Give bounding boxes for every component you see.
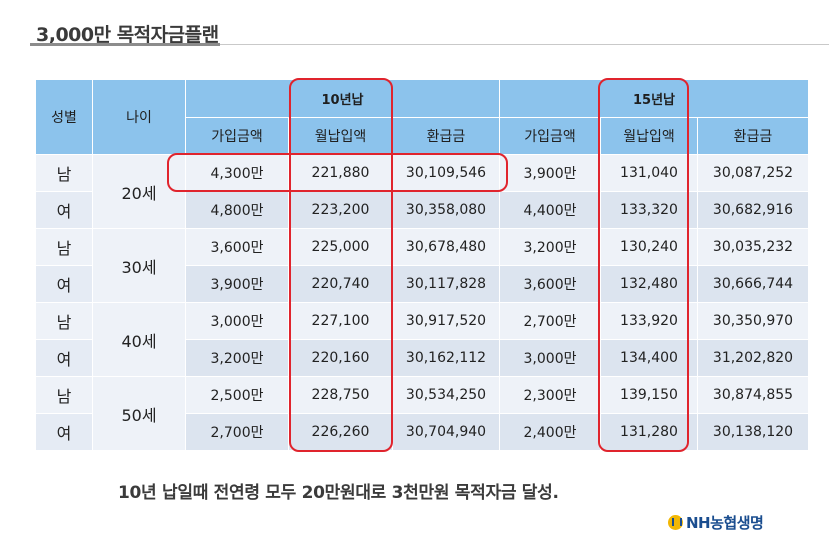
gender-cell: 여 [35, 413, 93, 451]
gender-cell: 여 [35, 191, 93, 229]
company-logo: NH농협생명 [668, 512, 764, 533]
table-cell: 3,000만 [499, 339, 601, 377]
table-cell: 139,150 [600, 376, 698, 414]
table-cell: 225,000 [288, 228, 393, 266]
table-row: 남 20세 4,300만 221,880 30,109,546 3,900만 1… [35, 154, 809, 229]
table-cell: 30,917,520 [392, 302, 500, 340]
table-cell: 227,100 [288, 302, 393, 340]
table-row: 여 4,800만 223,200 30,358,080 4,400만 133,3… [35, 191, 809, 229]
header-age: 나이 [92, 79, 186, 155]
table-cell: 223,200 [288, 191, 393, 229]
age-cell: 20세 [92, 154, 186, 229]
table-cell: 134,400 [600, 339, 698, 377]
table-cell: 220,740 [288, 265, 393, 303]
title-rule [30, 44, 829, 45]
gender-cell: 남 [35, 154, 93, 192]
table-cell: 133,920 [600, 302, 698, 340]
table-cell: 30,358,080 [392, 191, 500, 229]
table-cell: 3,900만 [185, 265, 289, 303]
table-row: 남 30세 3,600만 225,000 30,678,480 3,200만 1… [35, 228, 809, 303]
table-cell: 30,138,120 [697, 413, 809, 451]
header-enroll-amount: 가입금액 [499, 117, 601, 155]
header-refund: 환급금 [392, 117, 500, 155]
premium-table: 성별 나이 10년납 15년납 가입금액 월납입액 환급금 가입금액 월납입액 … [35, 79, 809, 451]
nh-logo-icon [668, 515, 683, 530]
table-cell: 30,874,855 [697, 376, 809, 414]
header-gender: 성별 [35, 79, 93, 155]
age-cell: 40세 [92, 302, 186, 377]
gender-cell: 여 [35, 265, 93, 303]
table-cell: 31,202,820 [697, 339, 809, 377]
table-row: 여 3,200만 220,160 30,162,112 3,000만 134,4… [35, 339, 809, 377]
table-cell: 131,280 [600, 413, 698, 451]
table-cell: 30,109,546 [392, 154, 500, 192]
table-row: 여 2,700만 226,260 30,704,940 2,400만 131,2… [35, 413, 809, 451]
table-cell: 30,666,744 [697, 265, 809, 303]
table-cell: 3,600만 [185, 228, 289, 266]
gender-cell: 남 [35, 228, 93, 266]
gender-cell: 남 [35, 376, 93, 414]
age-cell: 50세 [92, 376, 186, 451]
table-cell: 132,480 [600, 265, 698, 303]
table-cell: 2,400만 [499, 413, 601, 451]
table-cell: 4,400만 [499, 191, 601, 229]
table-cell: 3,200만 [185, 339, 289, 377]
table-cell: 4,300만 [185, 154, 289, 192]
header-refund: 환급금 [697, 117, 809, 155]
age-cell: 30세 [92, 228, 186, 303]
table-cell: 30,162,112 [392, 339, 500, 377]
table-cell: 30,682,916 [697, 191, 809, 229]
gender-cell: 여 [35, 339, 93, 377]
table-cell: 2,500만 [185, 376, 289, 414]
gender-cell: 남 [35, 302, 93, 340]
table-row: 남 40세 3,000만 227,100 30,917,520 2,700만 1… [35, 302, 809, 377]
table-row: 여 3,900만 220,740 30,117,828 3,600만 132,4… [35, 265, 809, 303]
table-cell: 30,704,940 [392, 413, 500, 451]
table-cell: 3,600만 [499, 265, 601, 303]
header-monthly-payment: 월납입액 [288, 117, 393, 155]
table-cell: 30,087,252 [697, 154, 809, 192]
summary-text: 10년 납일때 전연령 모두 20만원대로 3천만원 목적자금 달성. [118, 483, 559, 503]
table-cell: 133,320 [600, 191, 698, 229]
table-cell: 3,900만 [499, 154, 601, 192]
table-cell: 4,800만 [185, 191, 289, 229]
page-title: 3,000만 목적자금플랜 [36, 24, 219, 46]
table-cell: 30,678,480 [392, 228, 500, 266]
header-15-year: 15년납 [499, 79, 809, 118]
header-10-year: 10년납 [185, 79, 500, 118]
table-row: 남 50세 2,500만 228,750 30,534,250 2,300만 1… [35, 376, 809, 451]
table-cell: 2,700만 [499, 302, 601, 340]
table-cell: 2,300만 [499, 376, 601, 414]
table-cell: 30,117,828 [392, 265, 500, 303]
table-cell: 30,350,970 [697, 302, 809, 340]
table-cell: 228,750 [288, 376, 393, 414]
table-cell: 30,534,250 [392, 376, 500, 414]
header-monthly-payment: 월납입액 [600, 117, 698, 155]
title-rule-accent [30, 43, 220, 46]
table-cell: 131,040 [600, 154, 698, 192]
table-cell: 226,260 [288, 413, 393, 451]
table-cell: 130,240 [600, 228, 698, 266]
table-cell: 30,035,232 [697, 228, 809, 266]
header-enroll-amount: 가입금액 [185, 117, 289, 155]
table-cell: 221,880 [288, 154, 393, 192]
table-cell: 3,000만 [185, 302, 289, 340]
table-cell: 220,160 [288, 339, 393, 377]
table-cell: 3,200만 [499, 228, 601, 266]
logo-text: NH농협생명 [686, 514, 764, 532]
table-cell: 2,700만 [185, 413, 289, 451]
